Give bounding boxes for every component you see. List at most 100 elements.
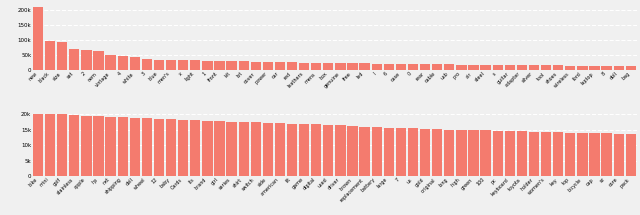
Bar <box>275 123 285 176</box>
Bar <box>311 63 321 71</box>
Bar <box>33 114 43 176</box>
Bar <box>33 7 43 71</box>
Bar <box>263 123 273 176</box>
Bar <box>408 64 418 71</box>
Bar <box>130 57 140 71</box>
Bar <box>505 65 515 71</box>
Bar <box>166 120 176 176</box>
Bar <box>239 122 249 176</box>
Bar <box>69 49 79 71</box>
Bar <box>444 64 454 71</box>
Bar <box>81 116 92 176</box>
Bar <box>432 129 442 176</box>
Bar <box>348 63 358 71</box>
Bar <box>214 61 225 71</box>
Bar <box>602 66 612 71</box>
Bar <box>541 65 551 71</box>
Bar <box>553 65 563 71</box>
Bar <box>456 65 467 71</box>
Bar <box>420 129 430 176</box>
Bar <box>408 129 418 176</box>
Bar <box>372 64 382 71</box>
Bar <box>106 117 116 176</box>
Bar <box>166 60 176 71</box>
Bar <box>468 130 479 176</box>
Bar <box>202 61 212 71</box>
Bar <box>626 134 636 176</box>
Bar <box>323 125 333 176</box>
Bar <box>142 59 152 71</box>
Bar <box>565 132 575 176</box>
Bar <box>227 61 237 71</box>
Bar <box>396 64 406 71</box>
Bar <box>565 66 575 71</box>
Bar <box>420 64 430 71</box>
Bar <box>505 131 515 176</box>
Bar <box>142 118 152 176</box>
Bar <box>529 132 539 176</box>
Bar <box>299 124 309 176</box>
Bar <box>468 65 479 71</box>
Bar <box>130 118 140 176</box>
Bar <box>432 64 442 71</box>
Bar <box>323 63 333 71</box>
Bar <box>541 132 551 176</box>
Bar <box>335 63 346 71</box>
Bar <box>577 133 588 176</box>
Bar <box>57 42 67 71</box>
Bar <box>589 133 600 176</box>
Bar <box>516 131 527 176</box>
Bar <box>154 60 164 71</box>
Bar <box>275 62 285 71</box>
Bar <box>93 51 104 71</box>
Bar <box>493 65 503 71</box>
Bar <box>45 41 55 71</box>
Bar <box>251 62 261 71</box>
Bar <box>384 128 394 176</box>
Bar <box>227 122 237 176</box>
Bar <box>178 120 188 176</box>
Bar <box>118 57 128 71</box>
Bar <box>57 114 67 176</box>
Bar <box>396 128 406 176</box>
Bar <box>202 121 212 176</box>
Bar <box>360 63 370 71</box>
Bar <box>263 62 273 71</box>
Bar <box>335 125 346 176</box>
Bar <box>45 114 55 176</box>
Bar <box>106 55 116 71</box>
Bar <box>516 65 527 71</box>
Bar <box>69 115 79 176</box>
Bar <box>360 127 370 176</box>
Bar <box>154 118 164 176</box>
Bar <box>481 65 491 71</box>
Bar <box>93 116 104 176</box>
Bar <box>493 131 503 176</box>
Bar <box>299 63 309 71</box>
Bar <box>81 50 92 71</box>
Bar <box>456 130 467 176</box>
Bar <box>287 62 297 71</box>
Bar <box>529 65 539 71</box>
Bar <box>287 124 297 176</box>
Bar <box>311 124 321 176</box>
Bar <box>251 122 261 176</box>
Bar <box>214 121 225 176</box>
Bar <box>577 66 588 71</box>
Bar <box>190 60 200 71</box>
Bar <box>481 130 491 176</box>
Bar <box>372 127 382 176</box>
Bar <box>444 130 454 176</box>
Bar <box>614 66 624 71</box>
Bar <box>553 132 563 176</box>
Bar <box>178 60 188 71</box>
Bar <box>589 66 600 71</box>
Bar <box>239 61 249 71</box>
Bar <box>118 117 128 176</box>
Bar <box>602 134 612 176</box>
Bar <box>614 134 624 176</box>
Bar <box>348 126 358 176</box>
Bar <box>190 120 200 176</box>
Bar <box>384 64 394 71</box>
Bar <box>626 66 636 71</box>
